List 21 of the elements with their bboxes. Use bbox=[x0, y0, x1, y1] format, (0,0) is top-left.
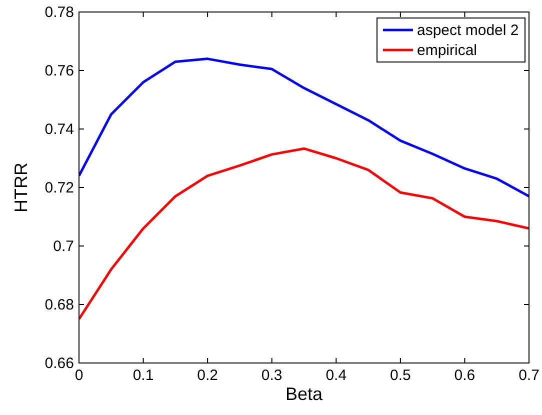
x-tick-label: 0.5 bbox=[390, 367, 411, 384]
line-series bbox=[79, 58, 529, 198]
x-tick-label: 0.4 bbox=[326, 367, 347, 384]
y-tick-label: 0.76 bbox=[44, 62, 74, 80]
y-tick-label: 0.7 bbox=[53, 238, 74, 255]
legend-label: aspect model 2 bbox=[417, 22, 519, 39]
x-tick-label: 0.3 bbox=[261, 367, 282, 384]
x-tick-label: 0.1 bbox=[132, 367, 154, 384]
line-series bbox=[79, 147, 529, 320]
y-tick-label: 0.66 bbox=[44, 355, 74, 372]
x-axis-title: Beta bbox=[285, 384, 324, 404]
y-tick-label: 0.74 bbox=[44, 121, 74, 138]
legend-label: empirical bbox=[417, 42, 478, 59]
y-tick-label: 0.78 bbox=[44, 4, 74, 21]
x-tick-label: 0.2 bbox=[197, 367, 218, 384]
x-tick-label: 0.7 bbox=[518, 367, 540, 384]
y-tick-label: 0.68 bbox=[44, 296, 74, 314]
y-axis-title: HTRR bbox=[11, 162, 31, 212]
x-tick-label: 0 bbox=[74, 367, 84, 384]
x-tick-label: 0.6 bbox=[454, 367, 476, 384]
y-tick-label: 0.72 bbox=[44, 180, 74, 196]
